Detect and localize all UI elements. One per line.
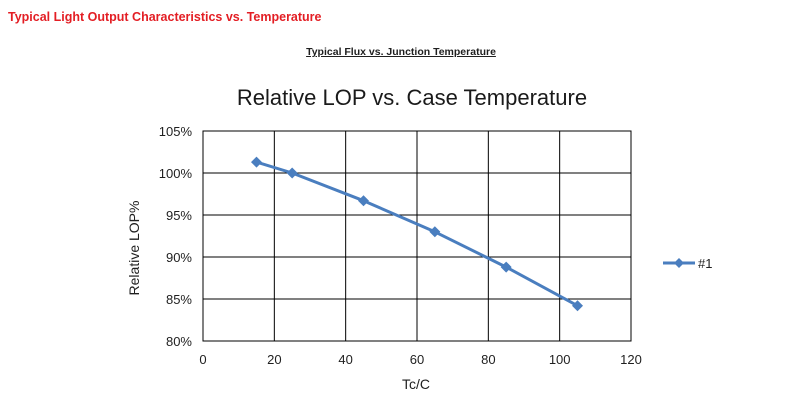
y-tick-label: 100% <box>159 166 193 181</box>
chart-legend: #1 <box>663 256 712 271</box>
y-tick-label: 95% <box>166 208 192 223</box>
y-tick-label: 105% <box>159 124 193 139</box>
x-axis-title: Tc/C <box>402 376 430 392</box>
y-tick-label: 90% <box>166 250 192 265</box>
x-tick-label: 40 <box>338 352 352 367</box>
x-tick-label: 0 <box>199 352 206 367</box>
data-point-marker <box>572 300 583 312</box>
figure-caption: Typical Flux vs. Junction Temperature <box>306 46 496 58</box>
x-tick-label: 20 <box>267 352 281 367</box>
legend-label: #1 <box>698 256 712 271</box>
data-point-marker <box>286 167 298 179</box>
chart-title: Relative LOP vs. Case Temperature <box>237 85 587 110</box>
series-line <box>256 160 579 308</box>
legend-marker <box>674 258 684 268</box>
y-tick-label: 80% <box>166 334 192 349</box>
x-axis-ticks: 0 20 40 60 80 100 120 <box>199 352 641 367</box>
data-point-marker <box>358 195 369 207</box>
x-tick-label: 120 <box>620 352 642 367</box>
chart-series <box>251 156 583 312</box>
data-point-marker <box>429 226 441 238</box>
y-tick-label: 85% <box>166 292 192 307</box>
x-tick-label: 60 <box>410 352 424 367</box>
y-axis-title: Relative LOP% <box>126 201 142 296</box>
data-point-marker <box>251 156 262 168</box>
x-tick-label: 100 <box>549 352 571 367</box>
x-tick-label: 80 <box>481 352 495 367</box>
section-heading: Typical Light Output Characteristics vs.… <box>8 10 322 24</box>
data-point-marker <box>500 261 512 273</box>
chart-grid <box>202 130 632 342</box>
y-axis-ticks: 80% 85% 90% 95% 100% 105% <box>159 124 193 349</box>
